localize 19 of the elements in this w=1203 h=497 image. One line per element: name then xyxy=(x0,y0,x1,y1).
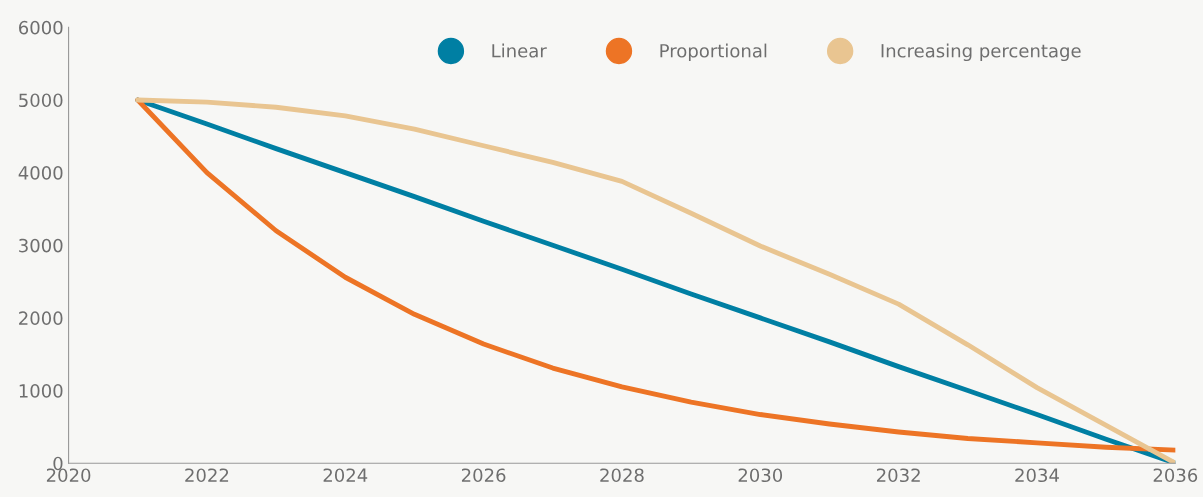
legend-label: Proportional xyxy=(660,43,767,62)
y-tick-label: 4000 xyxy=(18,166,63,180)
x-tick-label: 2034 xyxy=(1015,468,1059,483)
y-tick-label: 3000 xyxy=(19,238,63,253)
y-tick-label: 2000 xyxy=(19,311,63,326)
y-tick-label: 5000 xyxy=(19,93,63,108)
x-tick-label: 2030 xyxy=(738,468,783,483)
x-tick-label: 2032 xyxy=(876,468,920,483)
legend-label: Linear xyxy=(492,43,547,58)
x-tick-label: 2020 xyxy=(46,468,91,483)
x-tick-label: 2022 xyxy=(185,468,229,483)
x-tick-label: 2036 xyxy=(1153,468,1198,483)
x-tick-label: 2028 xyxy=(600,468,644,483)
y-tick-label: 6000 xyxy=(19,20,63,35)
y-tick-label: 0 xyxy=(53,456,63,471)
x-tick-label: 2026 xyxy=(461,468,506,483)
x-tick-label: 2024 xyxy=(323,468,368,483)
y-tick-label: 1000 xyxy=(19,384,63,398)
legend-label: Increasing percentage xyxy=(881,43,1081,62)
